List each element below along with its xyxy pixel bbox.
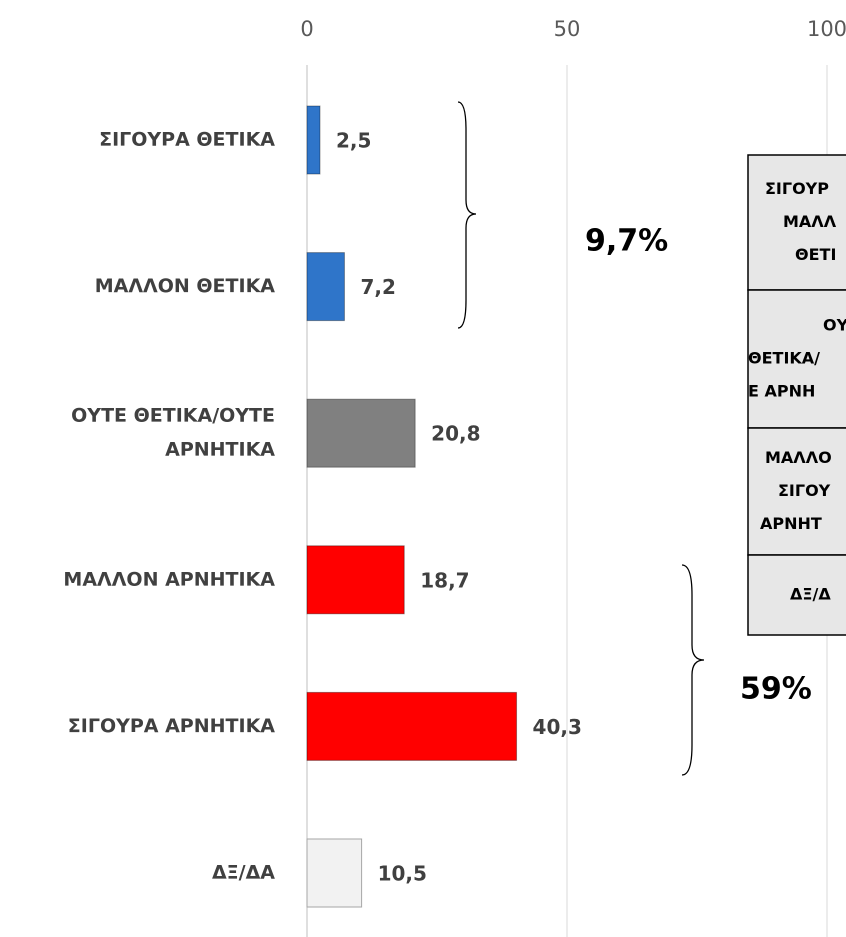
- data-label: 7,2: [360, 275, 395, 299]
- table-cell: [747, 554, 846, 636]
- table-cell: [747, 154, 846, 291]
- brace: [681, 564, 705, 776]
- y-tick-label: ΔΞ/ΔΑ: [212, 862, 275, 884]
- data-label: 2,5: [336, 129, 371, 153]
- bar: [306, 545, 405, 615]
- y-tick-label: ΜΑΛΛΟΝ ΑΡΝΗΤΙΚΑ: [63, 568, 275, 590]
- data-label: 18,7: [420, 568, 469, 592]
- cell-text: ΔΞ/Δ: [790, 585, 831, 604]
- x-tick-label: 0: [300, 17, 313, 41]
- bar: [306, 252, 345, 322]
- cell-text: ΣΙΓΟΥ: [778, 481, 831, 500]
- cell-text: ΜΑΛΛΟ: [765, 448, 832, 467]
- y-tick-label: ΜΑΛΛΟΝ ΘΕΤΙΚΑ: [95, 275, 276, 297]
- annotation: 9,7%: [585, 224, 668, 259]
- bar: [306, 691, 518, 761]
- y-tick-label: ΣΙΓΟΥΡΑ ΑΡΝΗΤΙΚΑ: [68, 715, 275, 737]
- data-label: 40,3: [533, 715, 582, 739]
- cell-text: Ε ΑΡΝΗ: [748, 382, 815, 401]
- table-cell: [747, 289, 846, 429]
- x-tick-label: 100: [807, 17, 846, 41]
- cell-text: ΑΡΝΗΤ: [760, 514, 822, 533]
- cell-text: ΘΕΤΙ: [795, 245, 836, 264]
- data-label: 20,8: [431, 422, 480, 446]
- bar: [306, 838, 363, 908]
- y-tick-label: ΟΥΤΕ ΘΕΤΙΚΑ/ΟΥΤΕ: [71, 405, 275, 427]
- x-tick-label: 50: [554, 17, 581, 41]
- cell-text: ΣΙΓΟΥΡ: [765, 179, 829, 198]
- data-label: 10,5: [378, 862, 427, 886]
- cell-text: ΜΑΛΛ: [783, 212, 837, 231]
- y-tick-label: ΣΙΓΟΥΡΑ ΘΕΤΙΚΑ: [99, 129, 275, 151]
- table-cell: [747, 427, 846, 556]
- brace: [457, 101, 477, 329]
- bar: [306, 105, 321, 175]
- bar: [306, 398, 416, 468]
- cell-text: ΘΕΤΙΚΑ/: [748, 349, 820, 368]
- cell-text: ΟΥΤ: [823, 316, 846, 335]
- annotation: 59%: [740, 672, 812, 707]
- y-tick-label: ΑΡΝΗΤΙΚΑ: [165, 439, 275, 461]
